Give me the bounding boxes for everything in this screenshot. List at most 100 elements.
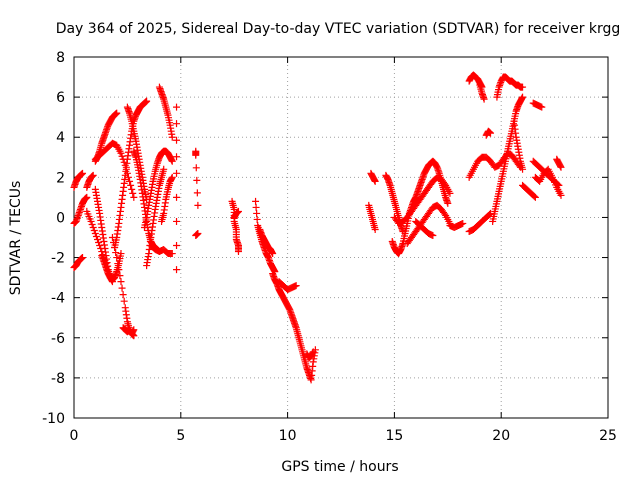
data-point	[79, 254, 87, 262]
data-point	[173, 103, 181, 111]
x-tick-label: 25	[599, 428, 617, 444]
y-tick-label: 8	[56, 50, 65, 66]
data-point	[371, 177, 379, 185]
data-point	[93, 236, 101, 244]
data-point	[441, 180, 449, 188]
series-s21	[192, 147, 202, 209]
data-point	[118, 152, 126, 160]
series-s19	[158, 173, 176, 225]
series-s34	[390, 173, 454, 227]
series-s27	[269, 270, 319, 384]
data-point	[130, 193, 138, 201]
series-s26	[256, 225, 277, 258]
y-tick-label: 0	[56, 210, 65, 226]
data-point	[459, 219, 467, 227]
data-point	[91, 229, 99, 237]
data-point	[192, 164, 200, 172]
data-point	[446, 189, 454, 197]
series-s50	[519, 181, 539, 201]
series-s4	[83, 171, 97, 191]
series-s41	[482, 127, 495, 139]
data-point	[168, 157, 176, 165]
data-point	[129, 189, 137, 197]
data-point	[143, 97, 151, 105]
series-s39	[476, 81, 488, 103]
data-point	[173, 217, 181, 225]
data-point	[89, 171, 97, 179]
data-point	[173, 153, 181, 161]
data-point	[168, 133, 176, 141]
series-s29	[303, 348, 317, 362]
data-point	[128, 185, 136, 193]
data-point	[90, 226, 98, 234]
data-point	[89, 223, 97, 231]
series-s20	[173, 103, 181, 274]
series-s36	[412, 217, 437, 239]
data-point	[444, 199, 452, 207]
data-point	[193, 189, 201, 197]
y-tick-label: -2	[51, 251, 65, 267]
y-tick-label: -10	[42, 411, 65, 427]
data-point	[117, 278, 125, 286]
data-point	[252, 197, 260, 205]
data-point	[487, 129, 495, 137]
data-point	[557, 191, 565, 199]
x-axis-label: GPS time / hours	[281, 459, 398, 475]
series-s18	[147, 242, 176, 258]
data-point	[530, 192, 538, 200]
y-axis-ticks: -10 -8 -6 -4 -2 0 2 4 6 8	[42, 50, 608, 427]
series-s1	[70, 169, 87, 191]
data-point	[253, 209, 261, 217]
data-point	[119, 291, 127, 299]
plot-frame	[73, 56, 609, 419]
series-s48	[531, 165, 565, 199]
series-s49	[553, 155, 565, 171]
data-point	[429, 231, 437, 239]
x-tick-label: 20	[492, 428, 510, 444]
data-points	[70, 71, 565, 384]
x-tick-label: 5	[176, 428, 185, 444]
data-point	[173, 193, 181, 201]
data-point	[519, 93, 527, 101]
data-point	[480, 95, 488, 103]
data-point	[309, 348, 317, 356]
series-s24	[230, 207, 242, 221]
series-s44	[489, 93, 527, 225]
data-point	[269, 250, 277, 258]
data-point	[113, 109, 121, 117]
series-s2	[70, 254, 87, 272]
data-point	[118, 284, 126, 292]
series-s37	[446, 219, 467, 231]
x-tick-label: 0	[70, 428, 79, 444]
data-point	[160, 165, 168, 173]
data-point	[173, 136, 181, 144]
data-point	[114, 260, 122, 268]
data-point	[112, 249, 120, 257]
data-point	[173, 266, 181, 274]
data-point	[95, 239, 103, 247]
y-tick-label: 6	[56, 90, 65, 106]
data-point	[519, 165, 527, 173]
data-point	[538, 103, 546, 111]
data-point	[234, 207, 242, 215]
data-point	[130, 326, 138, 334]
data-point	[173, 120, 181, 128]
data-point	[117, 250, 125, 258]
data-point	[173, 169, 181, 177]
data-point	[79, 169, 87, 177]
series-s22	[192, 229, 202, 239]
data-point	[173, 242, 181, 250]
series-s7	[91, 139, 138, 201]
data-point	[371, 225, 379, 233]
data-point	[252, 203, 260, 211]
data-point	[115, 266, 123, 274]
data-point	[194, 229, 202, 237]
data-point	[192, 151, 200, 159]
chart-title: Day 364 of 2025, Sidereal Day-to-day VTE…	[56, 21, 621, 37]
data-point	[120, 297, 128, 305]
data-point	[126, 177, 134, 185]
series-s45	[510, 117, 527, 173]
series-s31	[365, 201, 379, 233]
